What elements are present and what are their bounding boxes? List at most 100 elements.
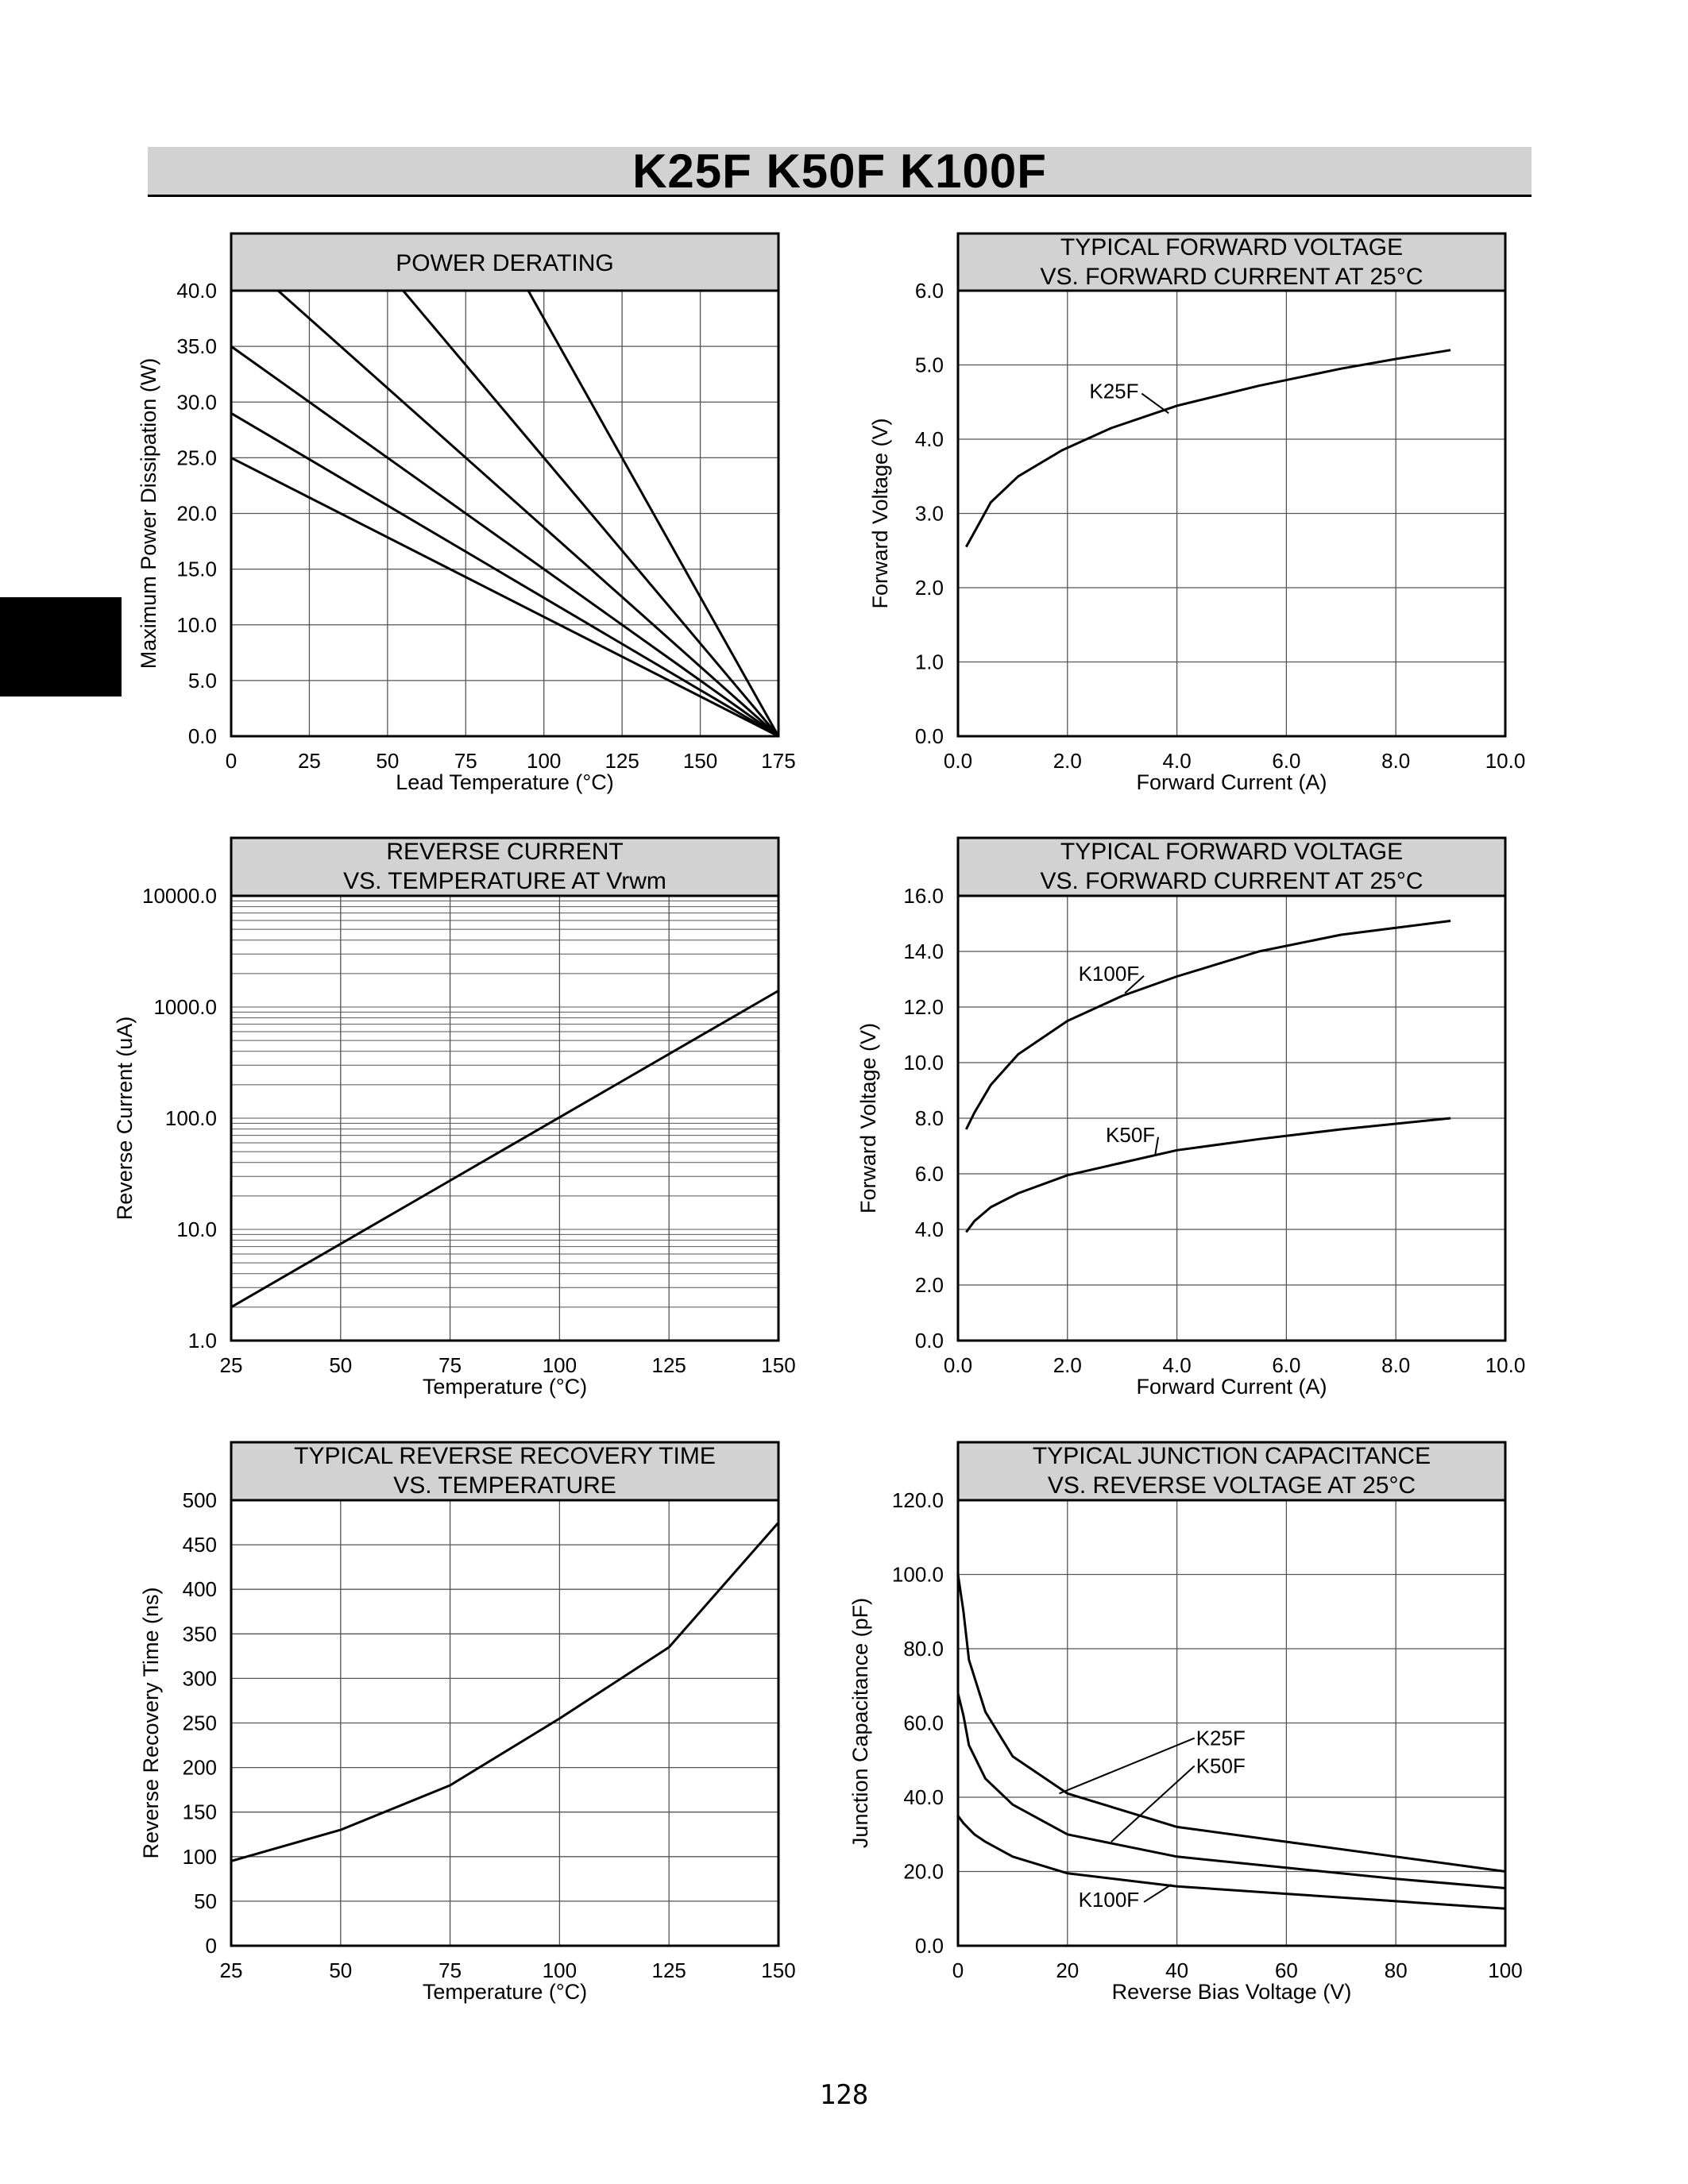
plot-frame bbox=[230, 1499, 780, 1947]
y-tick-label: 12.0 bbox=[903, 995, 944, 1019]
page-title: K25F K50F K100F bbox=[632, 145, 1047, 198]
y-tick-label: 150 bbox=[183, 1800, 217, 1824]
chart-junction-capacitance: TYPICAL JUNCTION CAPACITANCE VS. REVERSE … bbox=[848, 1441, 1523, 2004]
series-line-1 bbox=[964, 920, 1451, 1130]
x-tick-label: 50 bbox=[329, 1958, 352, 1982]
y-tick-label: 8.0 bbox=[915, 1106, 944, 1130]
y-tick-label: 250 bbox=[183, 1711, 217, 1735]
x-tick-label: 175 bbox=[761, 749, 795, 773]
x-tick-label: 125 bbox=[652, 1958, 686, 1982]
chart-title-box bbox=[956, 836, 1507, 897]
annotation-leader-line bbox=[1154, 1136, 1160, 1156]
x-tick-label: 125 bbox=[652, 1353, 686, 1377]
y-tick-label: 100 bbox=[183, 1845, 217, 1869]
side-tab-marker bbox=[0, 597, 122, 696]
chart-title-line: VS. FORWARD CURRENT AT 25°C bbox=[1040, 264, 1423, 290]
plot-frame bbox=[230, 894, 780, 1342]
x-tick-label: 10.0 bbox=[1485, 749, 1526, 773]
x-tick-label: 25 bbox=[298, 749, 321, 773]
y-tick-label: 14.0 bbox=[903, 940, 944, 963]
series-annotation-label: K50F bbox=[1196, 1754, 1246, 1778]
x-tick-label: 6.0 bbox=[1272, 749, 1300, 773]
x-tick-label: 40 bbox=[1165, 1958, 1188, 1982]
series-line-2 bbox=[956, 1692, 1506, 1889]
x-axis-label: Lead Temperature (°C) bbox=[396, 770, 613, 794]
x-tick-label: 20 bbox=[1056, 1958, 1079, 1982]
y-tick-label: 5.0 bbox=[188, 669, 217, 693]
series-line-1 bbox=[964, 349, 1451, 548]
y-tick-label: 450 bbox=[183, 1533, 217, 1557]
series-line-1 bbox=[230, 1522, 780, 1862]
chart-title-box bbox=[230, 836, 780, 897]
series-line-1 bbox=[956, 1574, 1506, 1873]
chart-title-line: TYPICAL JUNCTION CAPACITANCE bbox=[1033, 1443, 1431, 1469]
x-tick-label: 125 bbox=[605, 749, 639, 773]
header-bar: K25F K50F K100F bbox=[148, 147, 1532, 197]
x-tick-label: 80 bbox=[1385, 1958, 1408, 1982]
x-tick-label: 0.0 bbox=[944, 1353, 972, 1377]
y-tick-label: 2.0 bbox=[915, 1273, 944, 1297]
y-tick-label: 20.0 bbox=[903, 1860, 944, 1884]
y-tick-label: 120.0 bbox=[892, 1488, 944, 1512]
chart-title-line: REVERSE CURRENT bbox=[386, 839, 623, 865]
y-tick-label: 0.0 bbox=[915, 1329, 944, 1352]
x-tick-label: 0.0 bbox=[944, 749, 972, 773]
x-tick-label: 100 bbox=[543, 1353, 577, 1377]
series-line-4 bbox=[277, 289, 779, 738]
series-line-2 bbox=[965, 1117, 1451, 1233]
y-tick-label: 500 bbox=[183, 1488, 217, 1512]
y-tick-label: 1.0 bbox=[915, 650, 944, 674]
y-tick-label: 15.0 bbox=[176, 558, 217, 581]
y-tick-label: 400 bbox=[183, 1577, 217, 1601]
plot-frame bbox=[956, 894, 1507, 1342]
x-tick-label: 8.0 bbox=[1381, 749, 1410, 773]
chart-title-line: TYPICAL REVERSE RECOVERY TIME bbox=[294, 1443, 716, 1469]
annotation-leader-line bbox=[1143, 1884, 1172, 1903]
plot-frame bbox=[956, 1499, 1507, 1947]
chart-reverse-current: REVERSE CURRENT VS. TEMPERATURE AT Vrwm 25… bbox=[113, 836, 796, 1399]
x-tick-label: 150 bbox=[761, 1958, 795, 1982]
y-axis-label: Maximum Power Dissipation (W) bbox=[137, 358, 160, 669]
chart-title-line: VS. TEMPERATURE AT Vrwm bbox=[343, 868, 666, 894]
y-tick-label: 10000.0 bbox=[142, 884, 217, 908]
chart-title-box bbox=[230, 1441, 780, 1502]
x-tick-label: 100 bbox=[1488, 1958, 1522, 1982]
y-tick-label: 4.0 bbox=[915, 1217, 944, 1241]
y-tick-label: 2.0 bbox=[915, 576, 944, 600]
x-tick-label: 0 bbox=[952, 1958, 964, 1982]
annotation-leader-line bbox=[1111, 1765, 1196, 1843]
y-axis-label: Forward Voltage (V) bbox=[868, 418, 892, 608]
chart-forward-voltage-k25f: TYPICAL FORWARD VOLTAGE VS. FORWARD CURRE… bbox=[868, 232, 1526, 794]
y-tick-label: 10.0 bbox=[176, 1217, 217, 1241]
y-axis-label: Reverse Recovery Time (ns) bbox=[139, 1587, 163, 1858]
y-tick-label: 1000.0 bbox=[153, 995, 217, 1019]
chart-title-line: VS. TEMPERATURE bbox=[393, 1472, 616, 1499]
y-tick-label: 4.0 bbox=[915, 427, 944, 451]
x-tick-label: 25 bbox=[220, 1353, 243, 1377]
series-annotation-label: K100F bbox=[1079, 962, 1140, 986]
series-line-5 bbox=[402, 290, 780, 737]
x-tick-label: 60 bbox=[1275, 1958, 1298, 1982]
series-annotation-label: K50F bbox=[1106, 1123, 1155, 1147]
x-tick-label: 6.0 bbox=[1272, 1353, 1300, 1377]
plot-frame bbox=[230, 289, 780, 738]
x-tick-label: 2.0 bbox=[1053, 749, 1082, 773]
y-tick-label: 60.0 bbox=[903, 1711, 944, 1735]
x-tick-label: 4.0 bbox=[1163, 1353, 1192, 1377]
y-axis-label: Forward Voltage (V) bbox=[856, 1023, 880, 1214]
y-tick-label: 20.0 bbox=[176, 502, 217, 526]
x-tick-label: 75 bbox=[438, 1353, 462, 1377]
chart-title-box bbox=[956, 232, 1507, 292]
y-tick-label: 6.0 bbox=[915, 279, 944, 303]
page-number: 128 bbox=[819, 2079, 869, 2111]
y-tick-label: 40.0 bbox=[176, 279, 217, 303]
series-line-1 bbox=[230, 990, 779, 1309]
x-axis-label: Temperature (°C) bbox=[423, 1980, 587, 2004]
y-tick-label: 5.0 bbox=[915, 353, 944, 377]
y-tick-label: 0 bbox=[206, 1934, 217, 1958]
annotation-leader-line bbox=[1124, 975, 1145, 994]
series-line-3 bbox=[956, 1815, 1506, 1910]
chart-title-line: VS. FORWARD CURRENT AT 25°C bbox=[1040, 868, 1423, 894]
x-tick-label: 50 bbox=[376, 749, 399, 773]
